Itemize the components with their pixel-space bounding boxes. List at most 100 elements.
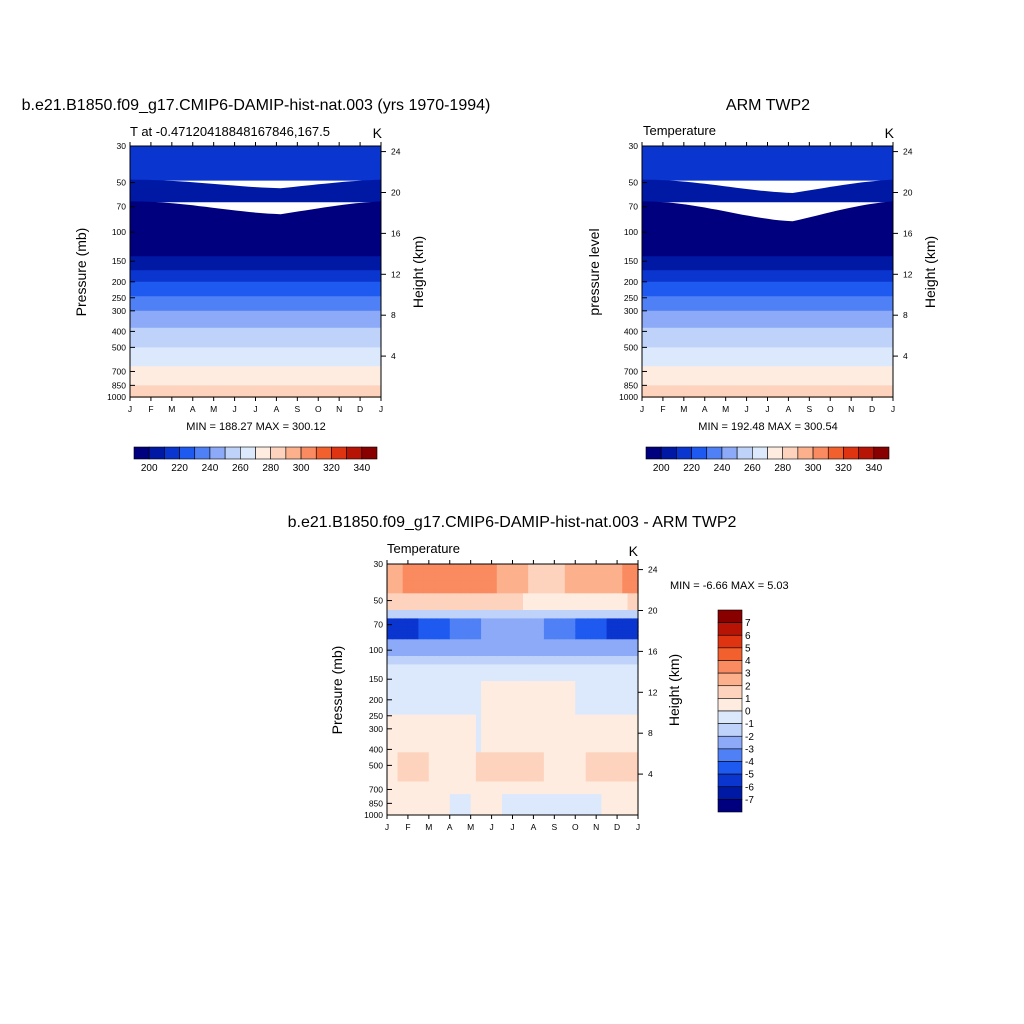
diff-cell xyxy=(407,769,414,774)
diff-cell xyxy=(423,731,430,737)
diff-cell xyxy=(570,685,576,691)
diff-cell xyxy=(481,773,487,778)
diff-cell xyxy=(596,618,602,624)
diff-cell xyxy=(434,802,440,808)
diff-cell xyxy=(387,798,393,804)
diff-cell xyxy=(486,589,493,594)
diff-cell xyxy=(407,580,414,586)
diff-cell xyxy=(465,568,472,573)
diff-cell xyxy=(617,664,623,670)
diff-cell xyxy=(449,723,456,728)
diff-cell xyxy=(418,718,425,724)
diff-cell xyxy=(428,618,435,624)
diff-cell xyxy=(402,647,409,653)
diff-cell xyxy=(397,794,404,799)
diff-cell xyxy=(554,639,561,645)
colorbar-box xyxy=(361,446,378,460)
diff-cell xyxy=(491,576,498,582)
diff-cell xyxy=(496,614,503,619)
diff-cell xyxy=(423,580,430,586)
diff-cell xyxy=(554,777,561,783)
diff-cell xyxy=(444,739,451,745)
diff-cell xyxy=(627,601,634,607)
diff-cell xyxy=(601,610,608,615)
diff-cell xyxy=(512,706,519,711)
diff-cell xyxy=(387,697,393,703)
pressure-tick-label: 200 xyxy=(112,277,126,287)
diff-cell xyxy=(590,685,597,691)
diff-cell xyxy=(439,777,446,783)
diff-cell xyxy=(449,605,456,611)
diff-cell xyxy=(449,810,456,816)
diff-cell xyxy=(554,735,561,741)
diff-cell xyxy=(627,802,634,808)
diff-cell xyxy=(632,789,639,795)
diff-cell xyxy=(434,739,440,745)
diff-cell xyxy=(418,743,425,749)
diff-cell xyxy=(570,605,576,611)
diff-cell xyxy=(428,743,435,749)
diff-cell xyxy=(575,576,582,582)
diff-cell xyxy=(601,668,608,674)
diff-cell xyxy=(449,576,456,582)
diff-cell xyxy=(606,802,613,808)
diff-cell xyxy=(491,789,498,795)
colorbar-label: 340 xyxy=(353,463,370,474)
diff-cell xyxy=(413,656,419,661)
diff-cell xyxy=(502,672,508,678)
diff-cell xyxy=(517,752,524,758)
diff-cell xyxy=(622,706,629,711)
diff-cell xyxy=(502,626,508,632)
colorbar-box xyxy=(224,446,241,460)
diff-cell xyxy=(455,718,461,724)
diff-cell xyxy=(585,777,592,783)
diff-cell xyxy=(570,689,576,695)
diff-cell xyxy=(580,677,587,682)
diff-cell xyxy=(502,769,508,774)
diff-cell xyxy=(502,568,508,573)
diff-cell xyxy=(418,651,425,657)
diff-cell xyxy=(611,614,618,619)
diff-cell xyxy=(423,785,430,791)
diff-cell xyxy=(596,601,602,607)
diff-cell xyxy=(496,794,503,799)
diff-cell xyxy=(418,668,425,674)
diff-cell xyxy=(434,605,440,611)
diff-cell xyxy=(470,568,477,573)
diff-cell xyxy=(475,647,482,653)
diff-cell xyxy=(543,777,550,783)
diff-cell xyxy=(444,802,451,808)
diff-cell xyxy=(549,689,555,695)
diff-cell xyxy=(423,802,430,808)
diff-cell xyxy=(538,739,545,745)
diff-cell xyxy=(517,693,524,699)
diff-cell xyxy=(428,576,435,582)
diff-cell xyxy=(407,785,414,791)
diff-cell xyxy=(570,626,576,632)
diff-cell xyxy=(449,610,456,615)
diff-cell xyxy=(632,706,639,711)
diff-cell xyxy=(517,706,524,711)
diff-cell xyxy=(538,798,545,804)
diff-cell xyxy=(564,743,571,749)
diff-cell xyxy=(549,718,555,724)
diff-cell xyxy=(407,718,414,724)
diff-cell xyxy=(564,593,571,599)
diff-cell xyxy=(564,777,571,783)
diff-cell xyxy=(570,664,576,670)
diff-cell xyxy=(486,810,493,816)
diff-cell xyxy=(481,710,487,716)
diff-cell xyxy=(528,630,534,636)
diff-cell xyxy=(507,748,514,753)
diff-cell xyxy=(439,693,446,699)
diff-cell xyxy=(397,756,404,762)
diff-cell xyxy=(413,693,419,699)
diff-cell xyxy=(397,681,404,686)
diff-cell xyxy=(606,614,613,619)
diff-cell xyxy=(632,576,639,582)
diff-cell xyxy=(428,672,435,678)
diff-cell xyxy=(596,580,602,586)
diff-cell xyxy=(538,777,545,783)
diff-cell xyxy=(570,576,576,582)
diff-cell xyxy=(491,760,498,766)
